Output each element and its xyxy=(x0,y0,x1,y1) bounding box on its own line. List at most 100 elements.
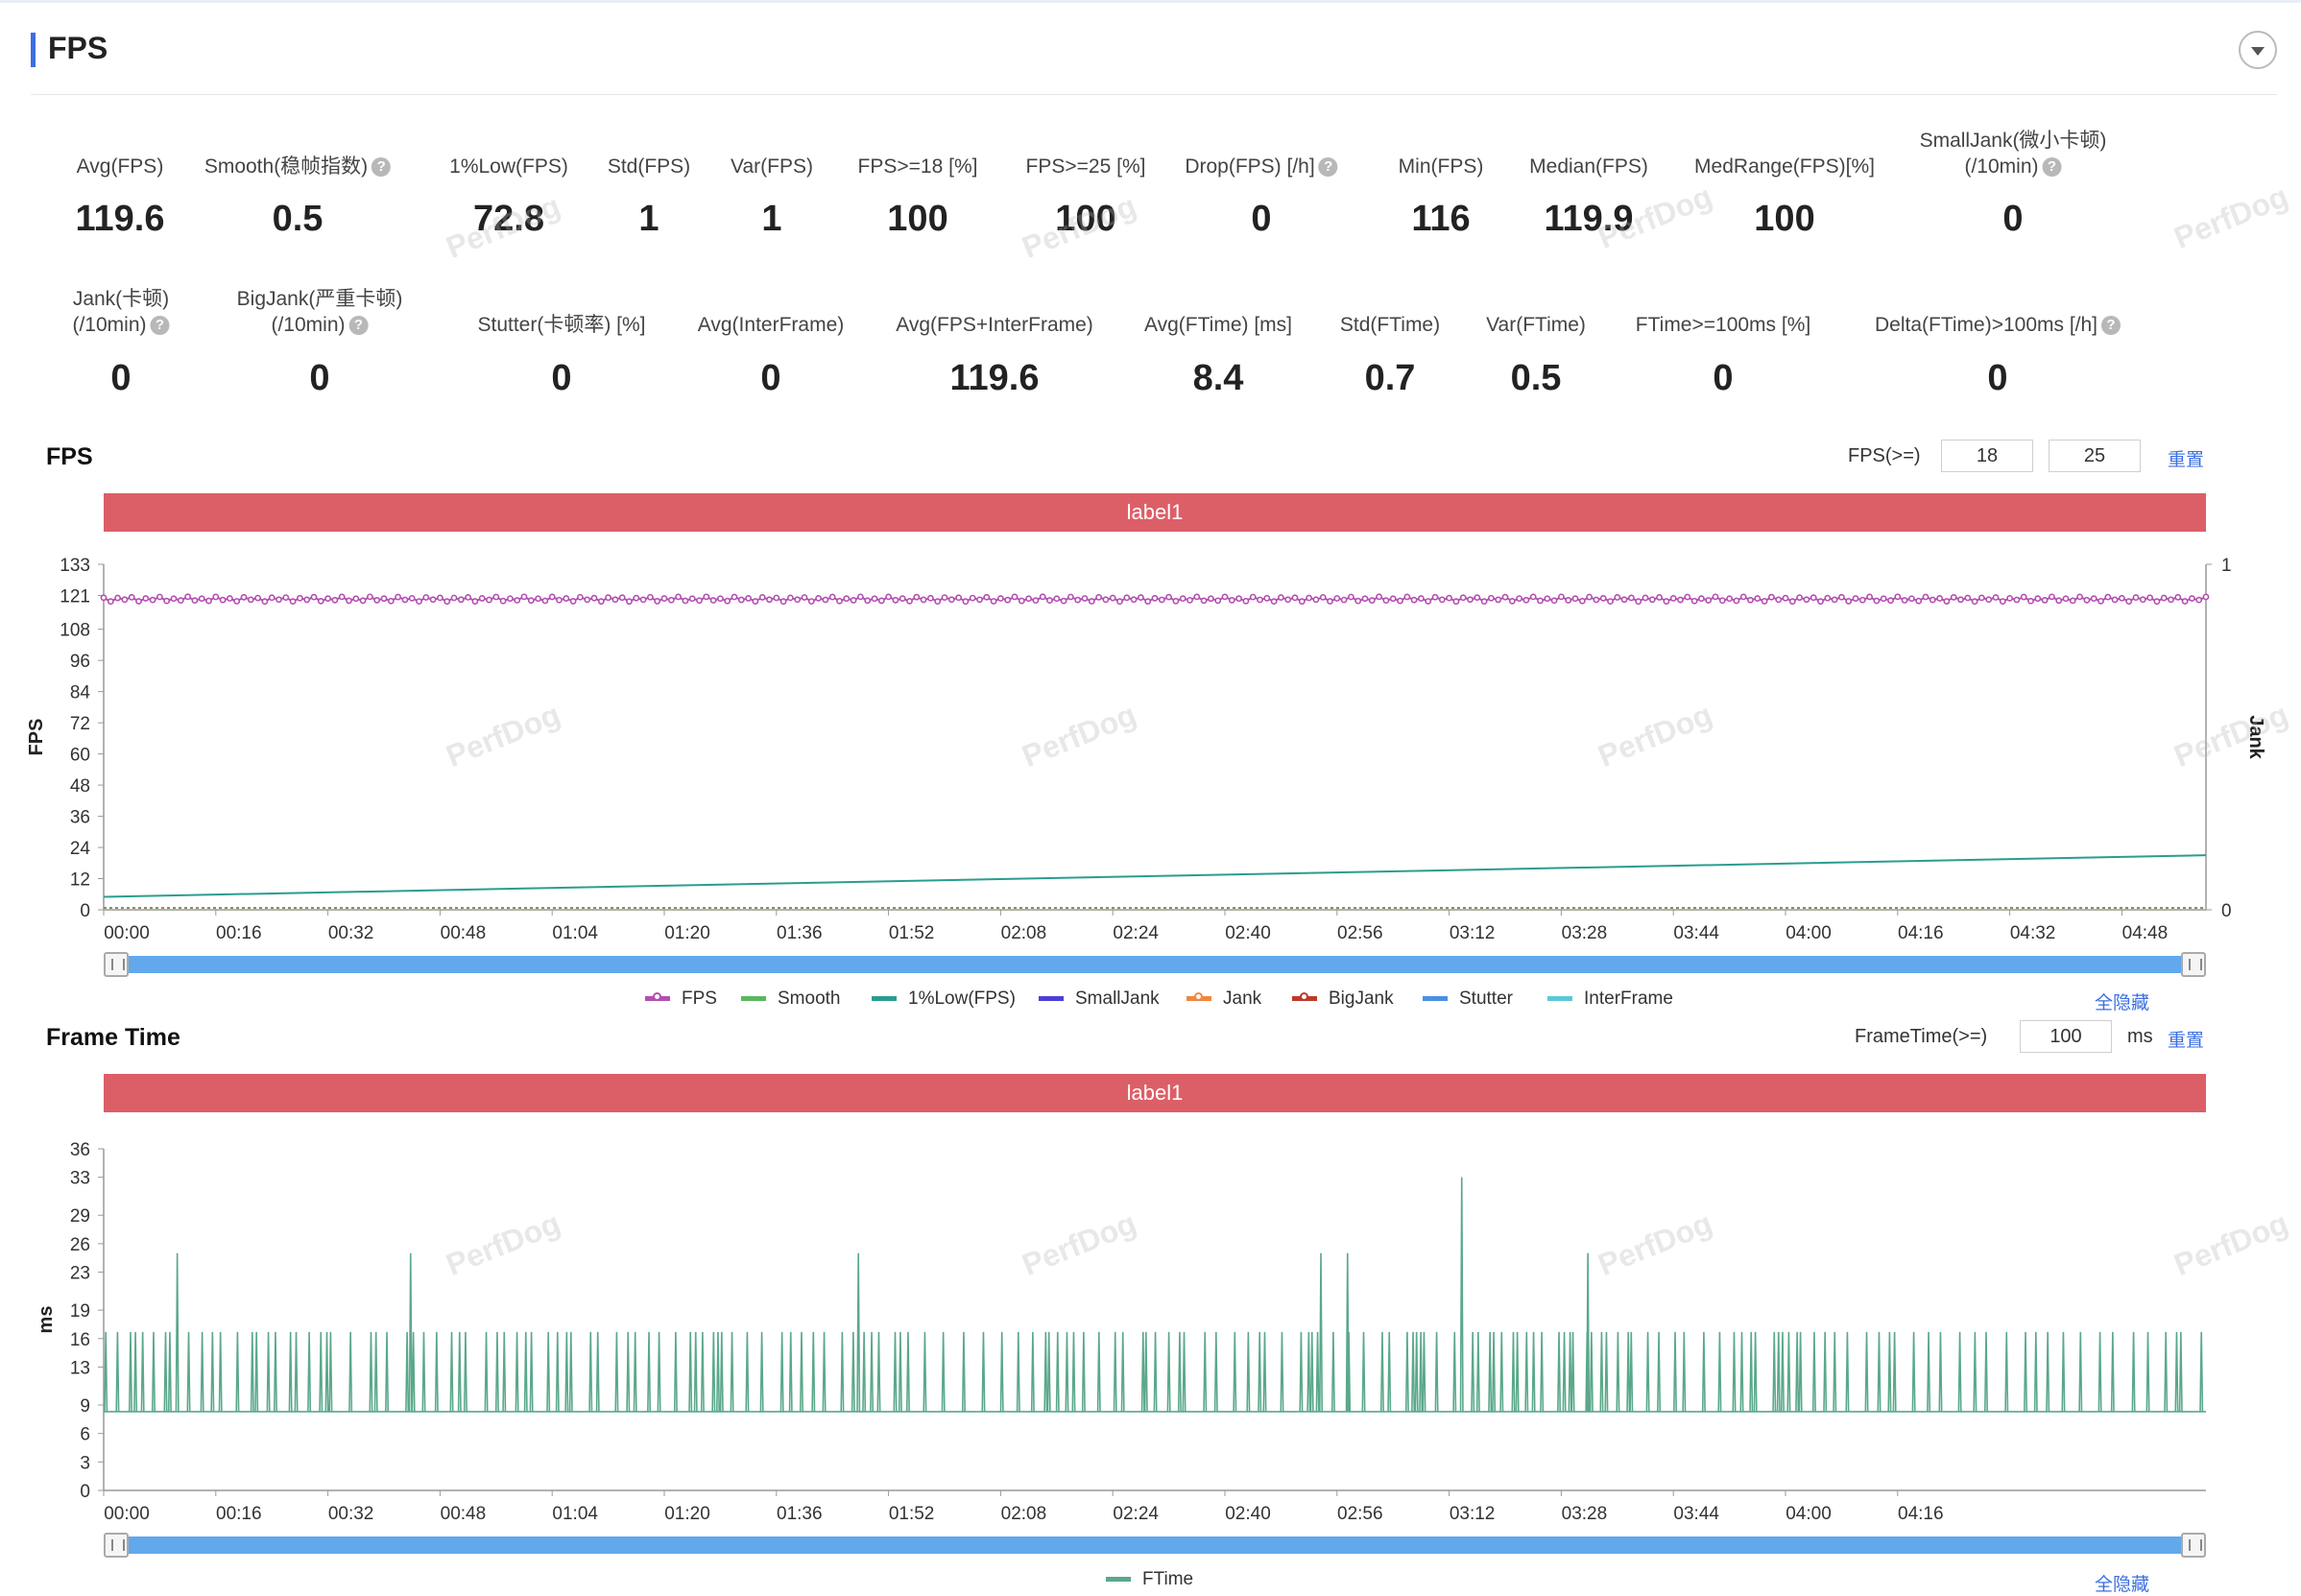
y-tick-label: 48 xyxy=(70,776,90,797)
fps-point xyxy=(331,596,339,604)
fps-point xyxy=(1824,594,1832,602)
y-tick-label: 6 xyxy=(80,1425,90,1445)
y-tick-label: 9 xyxy=(80,1396,90,1417)
legend-item-smalljank[interactable]: SmallJank xyxy=(1039,989,1160,1010)
metric-label-text: Stutter(卡顿率) [%] xyxy=(477,314,646,336)
legend-item-1-low-fps[interactable]: 1%Low(FPS) xyxy=(872,989,1016,1010)
fps-chart[interactable]: 0 12 24 36 48 60 72 84 96 108 121 133 0 1 FPS Jank 00:00… xyxy=(0,537,2301,950)
fps-point xyxy=(1501,593,1509,601)
fps-point xyxy=(520,593,528,601)
help-icon[interactable]: ? xyxy=(150,316,170,336)
fps-point xyxy=(1642,594,1649,602)
fps-point xyxy=(584,596,591,604)
fps-point xyxy=(1488,594,1495,602)
fps-point xyxy=(654,598,661,605)
help-icon[interactable]: ? xyxy=(1318,157,1338,178)
fps-point xyxy=(2048,593,2055,601)
fps-point xyxy=(1690,597,1698,605)
fps-point xyxy=(240,593,248,601)
fps-threshold-2-input[interactable]: 25 xyxy=(2049,440,2141,472)
legend-item-interframe[interactable]: InterFrame xyxy=(1547,989,1673,1010)
metric-avg-interframe: Avg(InterFrame) 0 xyxy=(698,312,845,399)
x-tick-label: 02:08 xyxy=(1001,1504,1047,1524)
legend-item-fps[interactable]: FPS xyxy=(645,989,717,1010)
fps-point xyxy=(408,594,416,602)
fps-point xyxy=(1999,598,2006,606)
frametime-label-band[interactable]: label1 xyxy=(104,1074,2206,1112)
y2-tick-label: 0 xyxy=(2221,901,2232,921)
frametime-slider-right-handle[interactable] xyxy=(2181,1533,2206,1558)
metric-label: BigJank(严重卡顿) (/10min)? xyxy=(237,286,403,338)
frametime-slider-track[interactable] xyxy=(104,1536,2206,1554)
fps-point xyxy=(2139,596,2146,604)
fps-point xyxy=(801,594,808,601)
fps-point xyxy=(450,594,458,602)
x-tick-label: 01:36 xyxy=(777,1504,823,1524)
legend-marker-icon xyxy=(645,992,670,1002)
fps-threshold-1-input[interactable]: 18 xyxy=(1941,440,2033,472)
legend-marker-icon xyxy=(1423,996,1448,1002)
fps-point xyxy=(920,596,927,604)
y-tick-label: 13 xyxy=(70,1358,90,1378)
fps-point xyxy=(1144,598,1152,606)
legend-item-stutter[interactable]: Stutter xyxy=(1423,989,1513,1010)
fps-slider-left-handle[interactable] xyxy=(104,952,129,977)
fps-point xyxy=(1971,598,1978,606)
fps-point xyxy=(688,595,696,603)
fps-point xyxy=(2202,593,2210,601)
help-icon[interactable]: ? xyxy=(2042,157,2062,178)
metric-label: Var(FPS) xyxy=(731,154,813,179)
fps-point xyxy=(1361,595,1369,603)
fps-point xyxy=(1544,595,1551,603)
frametime-hide-all-link[interactable]: 全隐藏 xyxy=(2095,1575,2150,1595)
fps-point xyxy=(1474,594,1481,602)
fps-point xyxy=(1228,596,1235,604)
fps-point xyxy=(1677,596,1684,604)
frametime-reset-link[interactable]: 重置 xyxy=(2168,1031,2205,1051)
y-tick-label: 133 xyxy=(60,556,90,576)
fps-reset-link[interactable]: 重置 xyxy=(2168,450,2205,470)
fps-point xyxy=(1964,594,1972,602)
legend-item-ftime[interactable]: FTime xyxy=(1106,1569,1193,1590)
fps-point xyxy=(191,597,199,605)
fps-point xyxy=(1333,595,1341,602)
help-icon[interactable]: ? xyxy=(2101,316,2121,336)
fps-point xyxy=(1438,596,1446,604)
fps-label-band[interactable]: label1 xyxy=(104,493,2206,532)
legend-item-jank[interactable]: Jank xyxy=(1186,989,1261,1010)
x-tick-label: 04:16 xyxy=(1898,923,1944,943)
help-icon[interactable]: ? xyxy=(348,316,369,336)
fps-point xyxy=(1977,594,1985,602)
fps-point xyxy=(429,596,437,604)
fps-point xyxy=(2027,597,2034,605)
ftime-series-line xyxy=(104,1177,2206,1413)
fps-point xyxy=(1628,594,1635,602)
fps-point xyxy=(1495,596,1502,604)
fps-point xyxy=(779,598,787,606)
legend-item-bigjank[interactable]: BigJank xyxy=(1292,989,1394,1010)
help-icon[interactable]: ? xyxy=(372,157,392,178)
fps-slider-right-handle[interactable] xyxy=(2181,952,2206,977)
fps-point xyxy=(170,595,178,603)
fps-point xyxy=(1327,598,1333,605)
fps-point xyxy=(1158,596,1165,604)
fps-point xyxy=(1550,597,1558,605)
fps-point xyxy=(1214,597,1222,605)
fps-point xyxy=(667,596,675,604)
fps-point xyxy=(675,593,682,601)
fps-hide-all-link[interactable]: 全隐藏 xyxy=(2095,993,2150,1013)
metric-label: Stutter(卡顿率) [%] xyxy=(477,312,645,338)
legend-item-smooth[interactable]: Smooth xyxy=(741,989,840,1010)
collapse-button[interactable] xyxy=(2239,31,2277,69)
fps-point xyxy=(892,596,899,604)
fps-time-slider[interactable] xyxy=(104,952,2206,977)
frametime-time-slider[interactable] xyxy=(104,1533,2206,1558)
fps-point xyxy=(1656,594,1663,601)
fps-point xyxy=(205,597,212,605)
fps-point xyxy=(2076,593,2083,601)
frametime-slider-left-handle[interactable] xyxy=(104,1533,129,1558)
fps-slider-track[interactable] xyxy=(104,956,2206,973)
frametime-threshold-input[interactable]: 100 xyxy=(2020,1020,2112,1053)
x-tick-label: 01:20 xyxy=(664,923,710,943)
